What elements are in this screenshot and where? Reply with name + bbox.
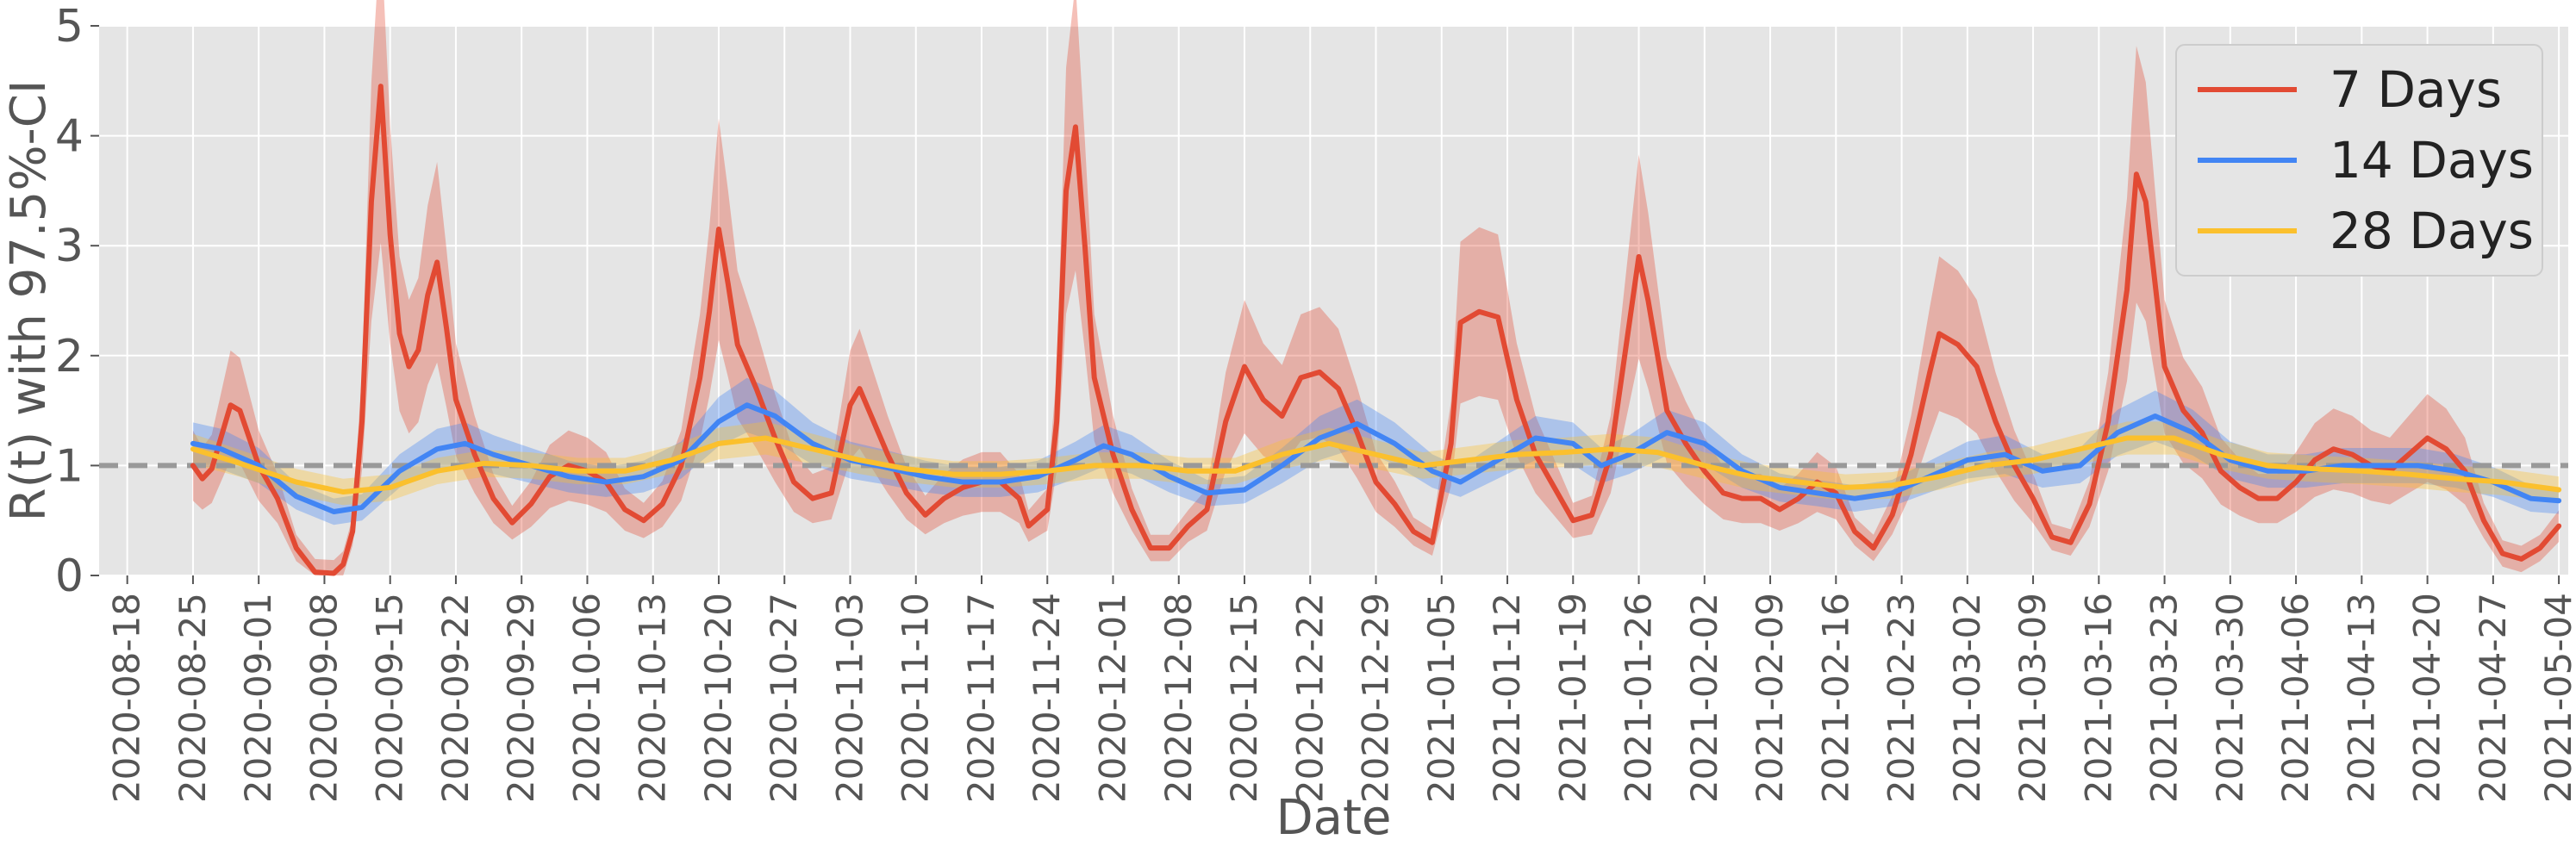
ci-band-7-days — [192, 0, 2560, 575]
x-tick-label: 2020-12-01 — [1092, 593, 1134, 803]
x-tick-label: 2020-12-29 — [1355, 593, 1397, 803]
x-tick-label: 2021-02-02 — [1683, 593, 1725, 803]
x-tick-label: 2021-03-30 — [2209, 593, 2251, 803]
x-tick-label: 2021-03-16 — [2077, 593, 2119, 803]
x-tick-label: 2021-04-27 — [2472, 593, 2514, 803]
x-tick-label: 2021-02-16 — [1814, 593, 1856, 803]
x-tick-label: 2020-10-27 — [763, 593, 805, 803]
x-tick-label: 2021-04-13 — [2340, 593, 2382, 803]
x-tick-label: 2020-10-13 — [632, 593, 674, 803]
x-tick-label: 2021-02-09 — [1749, 593, 1791, 803]
x-tick-label: 2020-10-20 — [697, 593, 739, 803]
x-axis-ticks: 2020-08-18 2020-08-25 2020-09-01 2020-09-08… — [106, 575, 2576, 803]
x-tick-label: 2021-02-23 — [1881, 593, 1923, 803]
x-tick-label: 2021-01-26 — [1618, 593, 1660, 803]
x-tick-label: 2020-09-08 — [303, 593, 345, 803]
legend-label: 14 Days — [2330, 131, 2534, 190]
y-tick-label: 4 — [55, 111, 84, 163]
x-tick-label: 2020-11-24 — [1026, 593, 1068, 803]
series-line-7-days — [190, 84, 2562, 576]
legend: 7 Days 14 Days 28 Days — [2175, 44, 2543, 277]
x-tick-label: 2020-09-15 — [369, 593, 411, 803]
x-tick-label: 2021-04-20 — [2406, 593, 2448, 803]
y-tick-label: 3 — [55, 221, 84, 272]
x-tick-label: 2020-09-22 — [434, 593, 477, 803]
series-line-28-days — [190, 435, 2562, 495]
x-tick-label: 2021-03-09 — [2012, 593, 2054, 803]
x-tick-label: 2021-01-05 — [1420, 593, 1463, 803]
x-tick-label: 2020-09-01 — [237, 593, 279, 803]
y-tick-label: 2 — [55, 331, 84, 382]
x-tick-label: 2021-01-12 — [1486, 593, 1528, 803]
y-axis-ticks: 0 1 2 3 4 5 — [55, 1, 99, 602]
y-tick-label: 1 — [55, 440, 84, 492]
series-lines — [190, 84, 2562, 576]
legend-label: 28 Days — [2330, 202, 2534, 260]
x-tick-label: 2021-05-04 — [2537, 593, 2576, 803]
x-tick-label: 2021-03-02 — [1946, 593, 1988, 803]
legend-label: 7 Days — [2330, 60, 2502, 119]
x-axis-title: Date — [1276, 790, 1392, 846]
x-tick-label: 2020-09-29 — [500, 593, 542, 803]
x-tick-label: 2020-12-22 — [1288, 593, 1331, 803]
x-tick-label: 2021-03-23 — [2143, 593, 2186, 803]
ci-band-14-days — [192, 377, 2560, 526]
x-tick-label: 2020-11-17 — [960, 593, 1002, 803]
x-tick-label: 2020-08-25 — [172, 593, 214, 803]
y-tick-label: 0 — [55, 550, 84, 602]
x-tick-label: 2021-01-19 — [1551, 593, 1594, 803]
x-tick-label: 2020-10-06 — [565, 593, 608, 803]
y-tick-label: 5 — [55, 1, 84, 53]
y-axis-title: R(t) with 97.5%-CI — [1, 80, 57, 522]
x-tick-label: 2020-12-08 — [1157, 593, 1200, 803]
x-tick-label: 2021-04-06 — [2274, 593, 2317, 803]
x-tick-label: 2020-08-18 — [106, 593, 148, 803]
x-tick-label: 2020-12-15 — [1223, 593, 1265, 803]
x-tick-label: 2020-11-10 — [895, 593, 937, 803]
series-line-14-days — [190, 402, 2562, 514]
x-tick-label: 2020-11-03 — [828, 593, 870, 803]
legend-box — [2175, 44, 2543, 277]
